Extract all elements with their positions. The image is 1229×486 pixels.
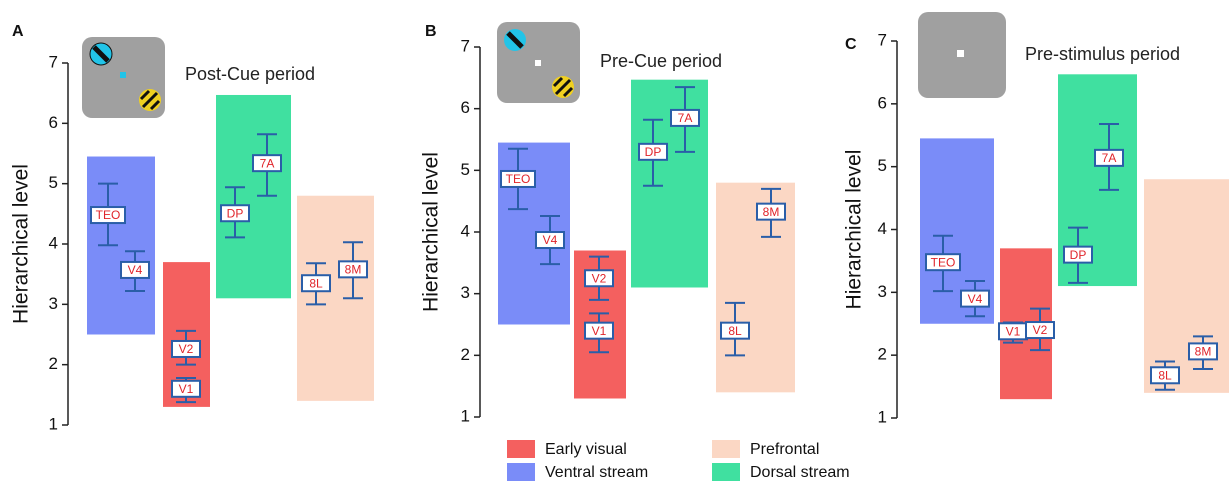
cue-icon	[82, 37, 165, 118]
y-axis-label: Hierarchical level	[843, 150, 866, 310]
y-axis-label: Hierarchical level	[10, 164, 33, 324]
y-tick-label: 1	[878, 407, 887, 426]
y-tick-label: 6	[49, 113, 58, 132]
y-tick-label: 2	[461, 345, 470, 364]
area-label: V1	[179, 382, 194, 396]
y-tick-label: 4	[49, 233, 58, 252]
area-label: TEO	[931, 255, 956, 269]
panel-label: B	[425, 23, 437, 40]
y-axis-label: Hierarchical level	[420, 152, 443, 312]
area-label: V2	[179, 342, 194, 356]
area-label: TEO	[506, 172, 531, 186]
legend-swatch	[507, 463, 535, 481]
area-label: DP	[645, 145, 662, 159]
area-label: 8M	[763, 205, 780, 219]
area-label: 8L	[728, 324, 742, 338]
area-label: 8M	[1195, 345, 1212, 359]
y-tick-label: 1	[461, 406, 470, 425]
y-tick-label: 6	[461, 98, 470, 117]
area-label: 7A	[260, 156, 275, 170]
y-tick-label: 2	[878, 345, 887, 364]
legend-swatch	[507, 440, 535, 458]
panel-title: Pre-Cue period	[600, 51, 722, 71]
area-label: DP	[227, 206, 244, 220]
y-tick-label: 5	[878, 156, 887, 175]
y-tick-label: 3	[878, 282, 887, 301]
area-label: 8L	[309, 276, 323, 290]
y-tick-label: 2	[49, 354, 58, 373]
area-label: TEO	[96, 208, 121, 222]
y-tick-label: 5	[461, 160, 470, 179]
panel-title: Pre-stimulus period	[1025, 44, 1180, 64]
area-label: 8L	[1158, 368, 1172, 382]
area-label: V2	[592, 271, 607, 285]
area-label: DP	[1070, 248, 1087, 262]
area-label: V2	[1033, 323, 1048, 337]
y-tick-label: 7	[49, 52, 58, 71]
legend-label: Early visual	[545, 441, 627, 458]
y-tick-label: 1	[49, 414, 58, 433]
error-bar: V1	[999, 322, 1027, 342]
area-label: 7A	[678, 111, 693, 125]
group-box	[87, 157, 155, 335]
cue-icon	[497, 22, 580, 103]
y-tick-label: 6	[878, 93, 887, 112]
area-label: 8M	[345, 263, 362, 277]
group-box	[216, 95, 291, 298]
area-label: 7A	[1102, 151, 1117, 165]
y-tick-label: 3	[461, 283, 470, 302]
area-label: V1	[592, 324, 607, 338]
y-tick-label: 3	[49, 294, 58, 313]
figure: A Post-Cue period Hierarchical level 1 2 3 4 5 6…	[0, 0, 1229, 486]
legend-label: Prefrontal	[750, 441, 819, 458]
y-tick-label: 4	[878, 219, 887, 238]
y-tick-label: 4	[461, 221, 470, 240]
panel-title: Post-Cue period	[185, 64, 315, 84]
area-label: V4	[543, 233, 558, 247]
legend-label: Dorsal stream	[750, 464, 850, 481]
panel-label: A	[12, 23, 24, 40]
cue-icon	[918, 12, 1006, 98]
area-label: V4	[968, 292, 983, 306]
legend-swatch	[712, 463, 740, 481]
legend-label: Ventral stream	[545, 464, 648, 481]
area-label: V4	[128, 263, 143, 277]
legend-swatch	[712, 440, 740, 458]
area-label: V1	[1006, 324, 1021, 338]
y-tick-label: 5	[49, 173, 58, 192]
panel-label: C	[845, 36, 857, 53]
y-tick-label: 7	[878, 30, 887, 49]
y-tick-label: 7	[461, 36, 470, 55]
